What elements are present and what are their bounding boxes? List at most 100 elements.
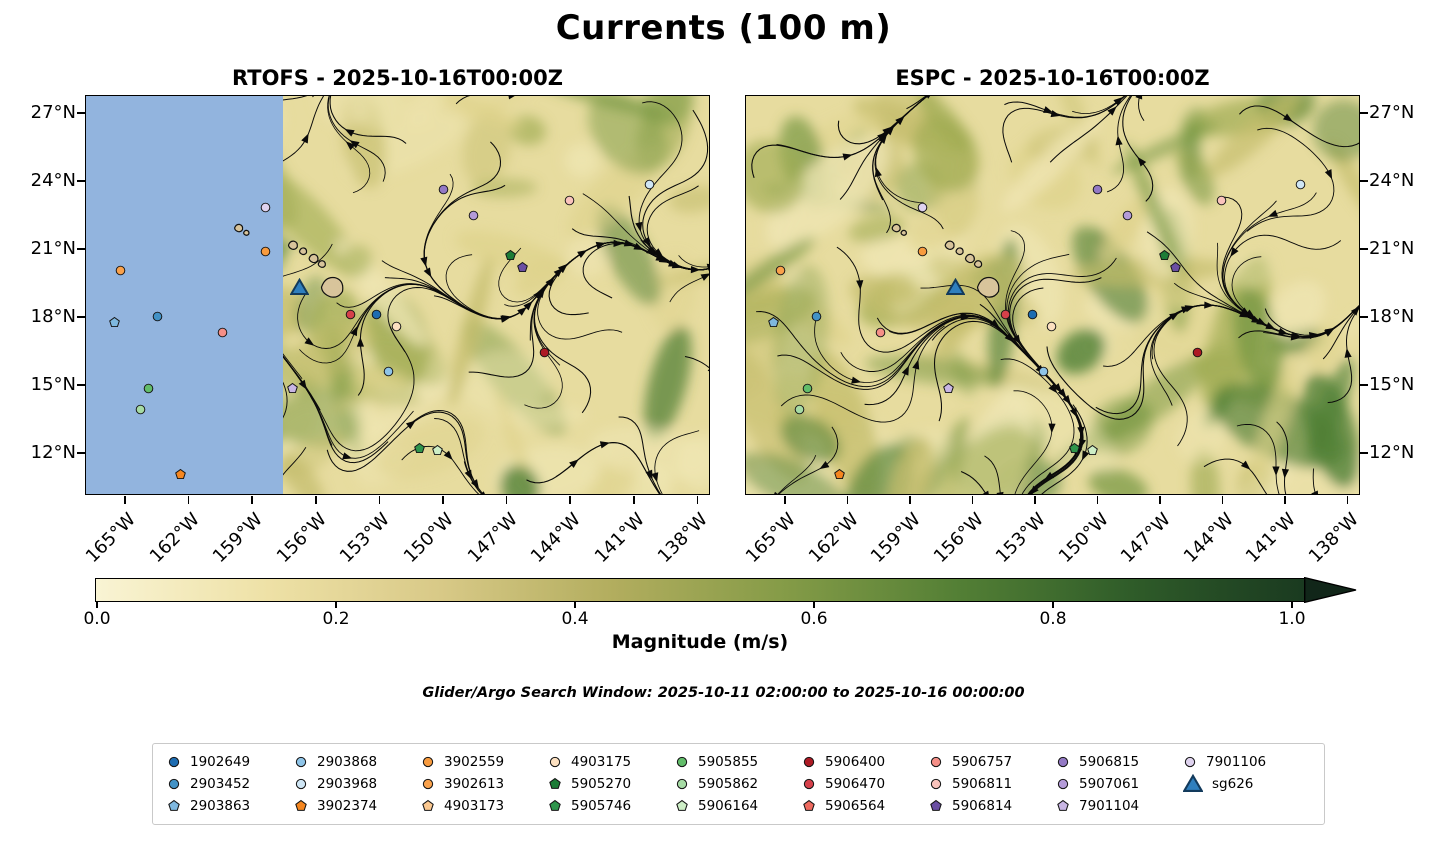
legend-label: 7901104 [1079,798,1140,814]
lon-tick [315,496,317,504]
hawaii-islands [234,223,344,298]
float-marker-7901104 [942,382,955,395]
circle-marker-icon [438,184,449,195]
pentagon-marker-icon [930,799,942,811]
lon-tick-label: 147°W [1116,509,1175,568]
legend-item-2903968: 2903968 [294,774,421,794]
circle-marker-icon [295,756,307,768]
float-marker-5906815 [1091,183,1104,196]
pentagon-marker-icon [295,799,307,811]
float-marker-7901104 [286,382,299,395]
lon-tick-label: 162°W [145,509,204,568]
legend-column: 5905855 5905862 5906164 [675,752,802,816]
circle-marker-icon [1184,756,1196,768]
lat-tick-label-left: 12°N [30,442,76,463]
pentagon-marker-icon [432,444,444,455]
legend-item-5906757: 5906757 [929,752,1056,772]
legend-label: 5905862 [698,776,759,792]
float-marker-4903175 [1045,320,1058,333]
float-marker-5906164 [431,444,444,457]
legend-label: 3902613 [444,776,505,792]
float-marker-5906757 [874,326,887,339]
lon-tick [909,496,911,504]
circle-marker-icon [539,347,550,358]
lon-tick-label: 144°W [526,509,586,568]
lat-tick-label-left: 18°N [30,306,76,327]
lon-tick [846,496,849,504]
circle-marker-icon [803,778,815,790]
circle-marker-icon [295,778,307,790]
lon-tick [696,496,699,504]
legend-label: 5907061 [1079,776,1140,792]
float-marker-2903868 [1037,365,1050,378]
circle-marker-icon [930,756,942,768]
circle-marker-icon [1039,367,1049,377]
float-marker-2903452 [810,310,823,323]
float-marker-2903863 [767,316,780,329]
map-rtofs [85,95,710,495]
lat-tick-right [1360,384,1368,386]
circle-marker-icon [1001,309,1011,319]
legend-item-7901104: 7901104 [1056,796,1183,816]
pentagon-marker-icon [108,317,120,328]
lat-tick-label-left: 15°N [30,374,76,395]
legend-label: 5905855 [698,754,759,770]
lon-tick-label: 138°W [1304,509,1363,568]
float-marker-2903968 [1294,178,1307,191]
float-marker-5905746 [413,442,426,455]
colorbar-tick-label: 0.6 [800,609,828,629]
legend-column: 2903868 2903968 3902374 [294,752,421,816]
legend-column: 1902649 2903452 2903863 [167,752,294,816]
legend-label: 2903863 [190,798,251,814]
lon-tick-label: 150°W [399,509,458,568]
float-marker-5906811 [563,194,576,207]
legend-column: 5906400 5906470 5906564 [802,752,929,816]
legend-label: 5906757 [952,754,1013,770]
float-marker-3902559 [259,245,272,258]
circle-marker-icon [392,322,402,332]
no-data-mask [86,96,284,494]
legend-item-5906164: 5906164 [675,796,802,816]
lat-tick-left [77,452,85,454]
float-marker-1902649 [370,308,383,321]
circle-marker-icon [168,778,180,790]
lon-tick [1096,496,1099,504]
lat-tick-right [1360,180,1368,182]
float-marker-1902649 [1026,308,1039,321]
circle-marker-icon [930,778,942,790]
legend-item-3902374: 3902374 [294,796,421,816]
circle-marker-icon [260,246,271,257]
circle-marker-icon [168,756,180,768]
colorbar-tick [96,602,98,608]
pentagon-marker-icon [505,249,517,260]
colorbar-extend-arrow [1304,577,1357,603]
legend-label: 5906164 [698,798,759,814]
float-marker-7901106 [916,201,929,214]
circle-marker-icon [383,367,394,377]
pentagon-marker-icon [517,261,529,272]
pentagon-marker-icon [286,382,298,394]
circle-marker-icon [676,778,688,790]
legend-label: 1902649 [190,754,251,770]
circle-marker-icon [917,202,928,213]
panel-title-rtofs: RTOFS - 2025-10-16T00:00Z [232,66,563,90]
legend-label: 3902374 [317,798,378,814]
circle-marker-icon [1047,322,1057,332]
legend-label: 5906470 [825,776,886,792]
circle-marker-icon [152,312,163,322]
float-marker-2903868 [382,365,395,378]
lon-tick [1221,496,1224,504]
legend-item-1902649: 1902649 [167,752,294,772]
legend-label: sg626 [1212,776,1254,792]
float-marker-2903968 [643,178,656,191]
circle-marker-icon [1027,310,1038,320]
circle-marker-icon [795,404,805,415]
legend-item-5905862: 5905862 [675,774,802,794]
lat-tick-label-right: 24°N [1369,170,1415,191]
legend-column: 3902559 3902613 4903173 [421,752,548,816]
lat-tick-label-right: 12°N [1369,442,1415,463]
pentagon-marker-icon [422,799,434,811]
circle-marker-icon [1192,347,1202,358]
lon-tick-label: 147°W [463,509,522,568]
float-marker-3902374 [174,468,187,481]
